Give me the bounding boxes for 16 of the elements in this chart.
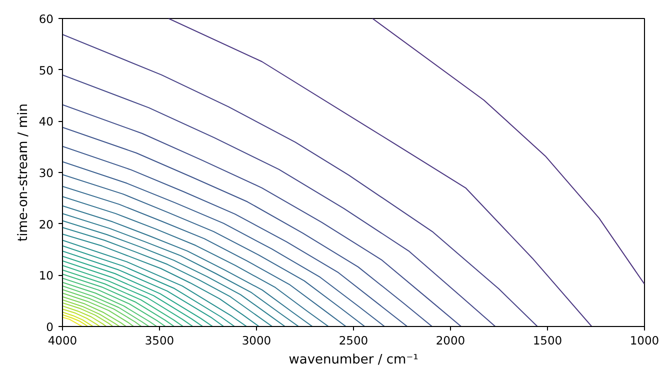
y-tick-label: 20 bbox=[38, 217, 54, 232]
y-axis-title: time-on-stream / min bbox=[16, 104, 31, 242]
x-axis-title: wavenumber / cm⁻¹ bbox=[288, 352, 418, 368]
x-tick-label: 4000 bbox=[48, 334, 78, 348]
y-tick-label: 10 bbox=[38, 268, 54, 283]
x-tick-label: 3000 bbox=[242, 334, 272, 348]
x-tick-label: 2000 bbox=[436, 334, 466, 348]
y-tick-label: 30 bbox=[38, 166, 54, 180]
y-tick-label: 0 bbox=[46, 320, 54, 334]
y-tick-label: 50 bbox=[38, 63, 54, 78]
x-tick-label: 2500 bbox=[338, 334, 368, 348]
y-tick-label: 40 bbox=[38, 114, 54, 129]
y-tick-label: 60 bbox=[38, 12, 54, 26]
x-tick-label: 1000 bbox=[630, 334, 660, 348]
x-tick-label: 1500 bbox=[532, 334, 562, 348]
x-tick-label: 3500 bbox=[144, 334, 174, 348]
